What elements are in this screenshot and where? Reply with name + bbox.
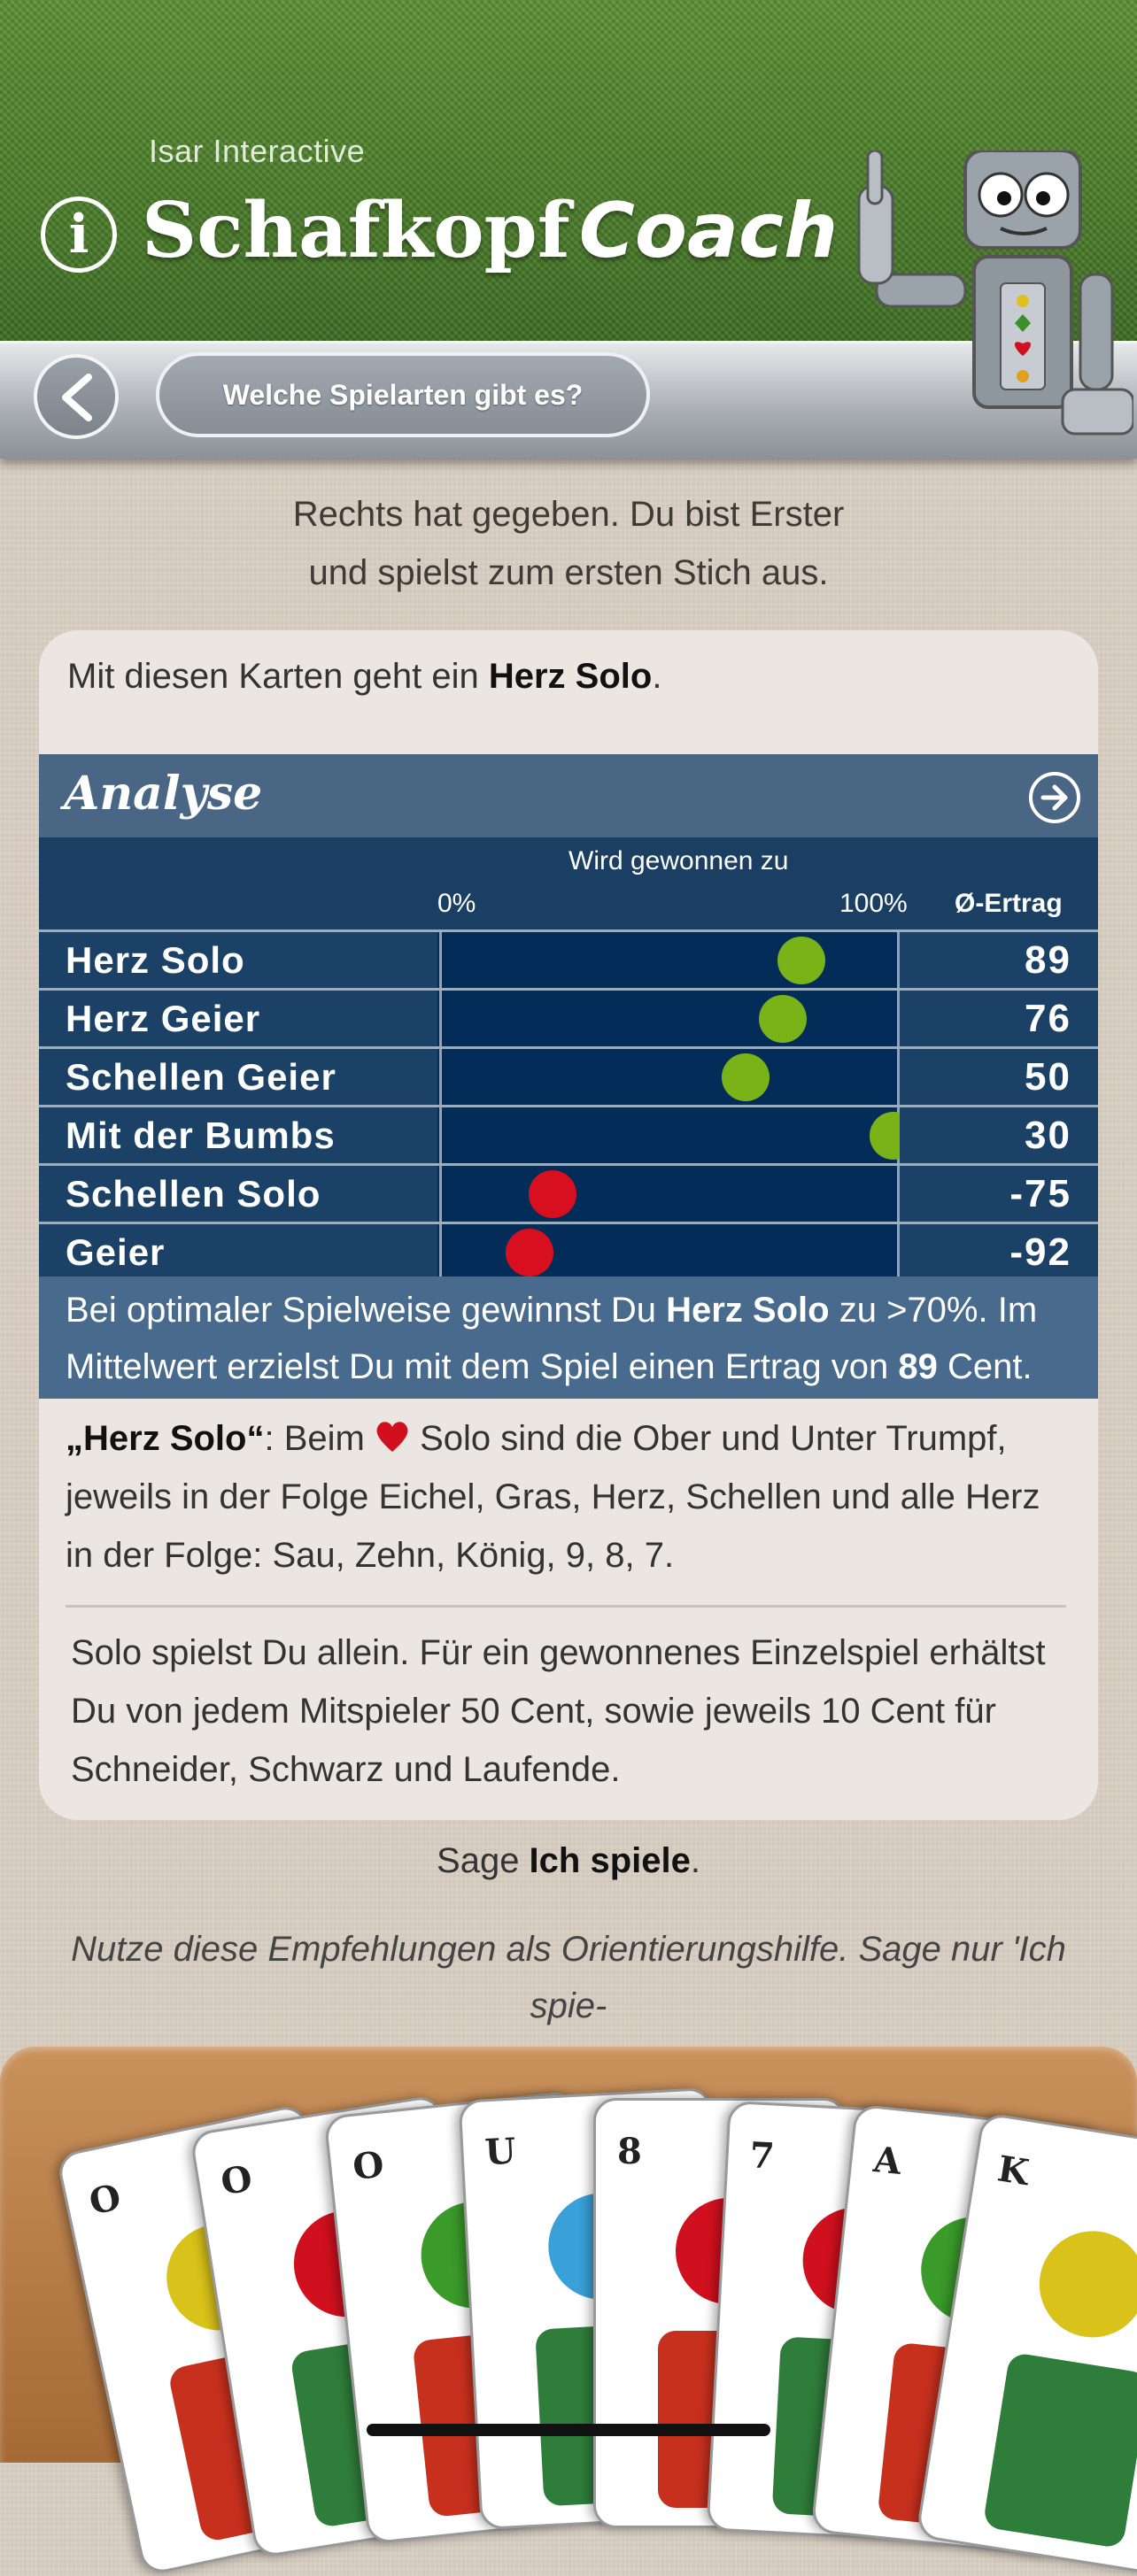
expected-value: -75	[900, 1166, 1098, 1222]
win-probability-track	[439, 1049, 900, 1105]
win-probability-track	[439, 991, 900, 1046]
game-name: Herz Geier	[39, 991, 437, 1046]
analysis-row: Schellen Solo -75	[39, 1166, 1098, 1224]
axis-max-label: 100%	[839, 889, 908, 918]
game-explanation: „Herz Solo“: Beim Solo sind die Ober und…	[66, 1409, 1066, 1585]
card-rank: 8	[617, 2131, 642, 2172]
analysis-row: Mit der Bumbs 30	[39, 1107, 1098, 1166]
summary-amount: 89	[898, 1347, 938, 1386]
analysis-row: Herz Geier 76	[39, 991, 1098, 1049]
summary-text-4: Cent.	[937, 1347, 1033, 1386]
explanation-text-1: : Beim	[264, 1419, 375, 1458]
intro-prefix: Mit diesen Karten geht ein	[67, 657, 489, 696]
card-rank: K	[994, 2148, 1032, 2194]
win-probability-dot	[528, 1170, 576, 1218]
situation-text: Rechts hat gegeben. Du bist Erster und s…	[0, 485, 1137, 602]
analysis-rows: Herz Solo 89 Herz Geier 76 Schellen Geier 50 M…	[39, 929, 1098, 1283]
win-probability-dot	[722, 1053, 770, 1101]
win-probability-track	[439, 932, 900, 988]
win-probability-track	[439, 1166, 900, 1222]
expected-value: 30	[900, 1107, 1098, 1163]
home-indicator	[367, 2424, 770, 2436]
analysis-header: Analyse	[39, 754, 1098, 837]
win-probability-track	[439, 1107, 917, 1163]
recommendation-intro: Mit diesen Karten geht ein Herz Solo.	[67, 657, 661, 697]
chevron-left-icon	[62, 374, 92, 421]
app-title-accent: Coach	[578, 187, 839, 275]
info-icon[interactable]: i	[41, 197, 117, 273]
game-name: Herz Solo	[39, 932, 437, 988]
summary-text-2: zu >70%. Im	[829, 1291, 1038, 1330]
situation-line-1: Rechts hat gegeben. Du bist Erster	[292, 495, 845, 534]
card-rank: 7	[748, 2134, 776, 2178]
advice-prefix: Sage	[437, 1841, 530, 1880]
explanation-term: „Herz Solo“	[66, 1419, 265, 1458]
win-probability-track	[439, 1224, 900, 1280]
heart-icon	[376, 1422, 408, 1452]
divider	[66, 1605, 1066, 1608]
robot-mascot-icon	[857, 150, 1133, 436]
game-name: Mit der Bumbs	[39, 1107, 437, 1163]
card-rank: U	[483, 2130, 517, 2174]
recommendation-card: Mit diesen Karten geht ein Herz Solo. An…	[39, 630, 1098, 1820]
card-rank: O	[351, 2143, 386, 2188]
header	[0, 0, 1137, 341]
advice-suffix: .	[690, 1841, 700, 1880]
publisher-label: Isar Interactive	[149, 133, 366, 169]
card-rank: A	[871, 2139, 904, 2183]
card-suit-symbol	[1039, 2231, 1137, 2338]
explanation-text-2: Solo sind die Ober und Unter Trumpf, jew…	[66, 1419, 1040, 1575]
summary-text-3: Mittelwert erzielst Du mit dem Spiel ein…	[66, 1347, 899, 1386]
advice-action: Ich spiele	[529, 1841, 691, 1880]
card-art-icon	[985, 2231, 1137, 2547]
analysis-row: Schellen Geier 50	[39, 1049, 1098, 1107]
situation-line-2: und spielst zum ersten Stich aus.	[308, 553, 829, 592]
game-name: Schellen Geier	[39, 1049, 437, 1105]
game-name: Schellen Solo	[39, 1166, 437, 1222]
axis-min-label: 0%	[437, 889, 476, 918]
arrow-right-icon[interactable]	[1029, 772, 1080, 823]
summary-text-1: Bei optimaler Spielweise gewinnst Du	[66, 1291, 667, 1330]
expected-value: 89	[900, 932, 1098, 988]
value-header: Ø-Ertrag	[955, 889, 1063, 918]
card-rank: O	[218, 2157, 255, 2204]
card-figure	[985, 2354, 1137, 2547]
advice-text: Sage Ich spiele.	[0, 1841, 1137, 1881]
topic-button[interactable]: Welche Spielarten gibt es?	[156, 352, 650, 437]
intro-game: Herz Solo	[488, 657, 653, 696]
back-button[interactable]	[34, 354, 119, 439]
app-title: Schafkopf Coach	[142, 186, 838, 275]
summary-game: Herz Solo	[666, 1291, 830, 1330]
card-rank: O	[85, 2176, 125, 2224]
game-rules: Solo spielst Du allein. Für ein gewonnen…	[71, 1633, 1046, 1789]
expected-value: -92	[900, 1224, 1098, 1280]
win-probability-dot	[777, 937, 825, 984]
analysis-row: Herz Solo 89	[39, 929, 1098, 991]
win-probability-dot	[505, 1229, 553, 1276]
analysis-panel: Analyse Wird gewonnen zu 0% 100% Ø-Ertra…	[39, 754, 1098, 1399]
game-name: Geier	[39, 1224, 437, 1280]
analysis-summary: Bei optimaler Spielweise gewinnst Du Her…	[39, 1276, 1098, 1399]
intro-suffix: .	[652, 657, 662, 696]
hint-line-1: Nutze diese Empfehlungen als Orientierun…	[71, 1930, 1066, 2025]
app-title-main: Schafkopf	[142, 186, 570, 275]
expected-value: 76	[900, 991, 1098, 1046]
win-caption: Wird gewonnen zu	[568, 846, 789, 875]
arrow-right-glyph	[1040, 784, 1068, 811]
analysis-row: Geier -92	[39, 1224, 1098, 1283]
analysis-column-header: Wird gewonnen zu 0% 100% Ø-Ertrag	[39, 837, 1098, 929]
analysis-title: Analyse	[64, 767, 263, 821]
expected-value: 50	[900, 1049, 1098, 1105]
win-probability-dot	[758, 995, 807, 1043]
